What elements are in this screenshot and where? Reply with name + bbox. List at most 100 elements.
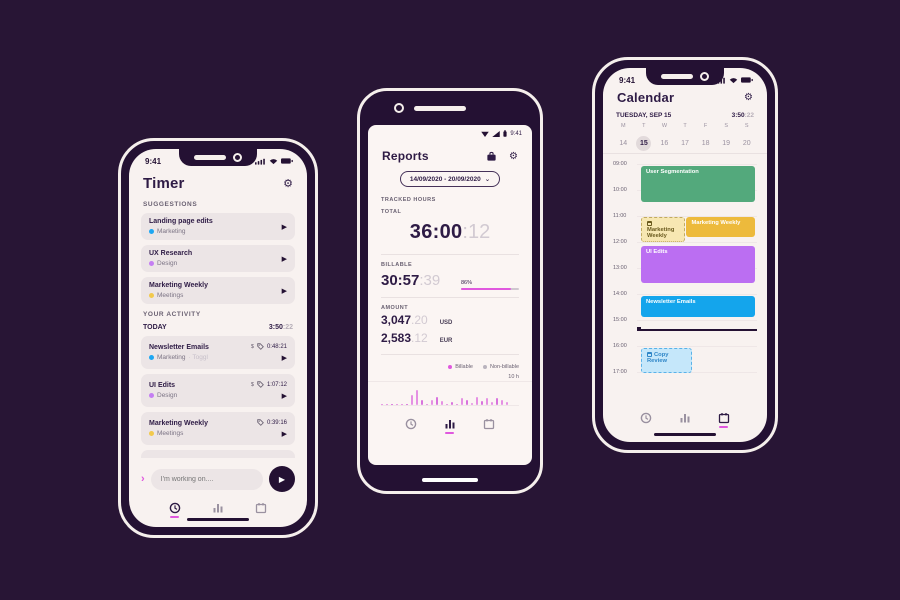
project-dot bbox=[149, 293, 154, 298]
weekday-cell[interactable]: S 20 bbox=[742, 123, 751, 147]
event-marketing-weekly[interactable]: Marketing Weekly bbox=[686, 217, 755, 237]
suggestions-label: SUGGESTIONS bbox=[143, 201, 198, 208]
nav-calendar-tab[interactable] bbox=[255, 502, 267, 518]
wifi-icon bbox=[269, 158, 278, 165]
billable-percent: 86% bbox=[461, 280, 473, 286]
hour-label: 16:00 bbox=[613, 343, 627, 349]
play-icon[interactable]: ▶ bbox=[281, 287, 287, 295]
working-on-input[interactable] bbox=[150, 468, 263, 490]
gear-icon[interactable]: ⚙ bbox=[283, 178, 293, 190]
billable-progress-bar bbox=[461, 288, 519, 290]
project-dot bbox=[149, 229, 154, 234]
project-name: Design bbox=[157, 260, 178, 267]
bottom-nav bbox=[603, 406, 767, 430]
billable-icon: $ bbox=[250, 343, 254, 350]
clock-icon bbox=[169, 502, 181, 514]
calendar-screen: 9:41 Calendar ⚙ TUESDAY, SEP 15 3:50:22 … bbox=[603, 68, 767, 442]
weekday-cell-selected[interactable]: T 15 bbox=[634, 123, 655, 151]
event-copy-review-tentative[interactable]: Copy Review bbox=[641, 348, 693, 373]
billable-time: 30:57 bbox=[381, 272, 420, 289]
bar-chart-icon bbox=[679, 412, 691, 424]
gear-icon[interactable]: ⚙ bbox=[509, 150, 518, 162]
amount-value: 3,047 bbox=[381, 313, 412, 327]
clock-icon bbox=[640, 412, 652, 424]
event-marketing-weekly-tentative[interactable]: Marketing Weekly bbox=[641, 217, 685, 242]
billable-legend-dot bbox=[448, 365, 453, 369]
day-total: 3:50 bbox=[731, 112, 745, 119]
workspace-bag-icon[interactable] bbox=[486, 151, 497, 162]
suggestion-card[interactable]: Landing page edits Marketing ▶ bbox=[141, 213, 295, 240]
weekday-cell[interactable]: T 17 bbox=[681, 123, 689, 147]
nav-reports-tab[interactable] bbox=[679, 412, 691, 428]
nav-calendar-tab[interactable] bbox=[718, 412, 730, 428]
battery-icon bbox=[281, 158, 293, 164]
suggestion-title: UX Research bbox=[149, 250, 193, 257]
nonbillable-legend-label: Non-billable bbox=[489, 364, 519, 370]
total-time: 36:00 bbox=[409, 221, 463, 243]
play-icon[interactable]: ▶ bbox=[281, 223, 287, 231]
tracked-hours-label: TRACKED HOURS bbox=[381, 197, 436, 203]
front-camera bbox=[700, 72, 709, 81]
play-icon[interactable]: ▶ bbox=[281, 355, 287, 362]
partial-entry-card[interactable] bbox=[141, 450, 295, 458]
y-axis-label: 10 h bbox=[368, 372, 532, 382]
hour-label: 12:00 bbox=[613, 239, 627, 245]
event-user-segmentation[interactable]: User Segmentation bbox=[641, 166, 755, 202]
nav-timer-tab[interactable] bbox=[169, 502, 181, 518]
suggestion-title: Marketing Weekly bbox=[149, 282, 209, 289]
calendar-icon bbox=[718, 412, 730, 424]
event-newsletter-emails[interactable]: Newsletter Emails bbox=[641, 296, 755, 317]
start-timer-button[interactable]: ▶ bbox=[269, 466, 295, 492]
project-name: Meetings bbox=[157, 292, 184, 299]
hour-label: 17:00 bbox=[613, 369, 627, 375]
play-icon[interactable]: ▶ bbox=[281, 393, 287, 400]
hour-label: 10:00 bbox=[613, 187, 627, 193]
amount-label: AMOUNT bbox=[381, 305, 409, 311]
bar-chart-icon bbox=[444, 418, 456, 430]
gear-icon[interactable]: ⚙ bbox=[744, 92, 753, 103]
wifi-icon bbox=[729, 77, 738, 84]
battery-icon bbox=[741, 77, 753, 83]
amount-decimals: .20 bbox=[411, 313, 428, 327]
nav-reports-tab[interactable] bbox=[444, 418, 456, 434]
day-total-seconds: :22 bbox=[744, 112, 754, 119]
activity-entry[interactable]: Newsletter Emails Marketing · Toggl $0:48… bbox=[141, 336, 295, 369]
nav-calendar-tab[interactable] bbox=[483, 418, 495, 434]
weekday-cell[interactable]: S 19 bbox=[722, 123, 731, 147]
entry-duration: 0:48:21 bbox=[266, 343, 287, 350]
activity-entry[interactable]: Marketing Weekly Meetings 0:39:16 ▶ bbox=[141, 412, 295, 445]
project-name: Design bbox=[157, 392, 178, 399]
hour-label: 09:00 bbox=[613, 161, 627, 167]
play-icon[interactable]: ▶ bbox=[281, 431, 287, 438]
status-time: 9:41 bbox=[145, 156, 162, 166]
weekday-cell[interactable]: F 18 bbox=[701, 123, 710, 147]
home-indicator[interactable] bbox=[654, 432, 716, 436]
notch bbox=[646, 68, 724, 85]
entry-title: Newsletter Emails bbox=[149, 344, 209, 351]
suggestion-card[interactable]: Marketing Weekly Meetings ▶ bbox=[141, 277, 295, 304]
current-time-indicator bbox=[637, 327, 757, 331]
home-indicator[interactable] bbox=[187, 517, 249, 521]
nav-timer-tab[interactable] bbox=[640, 412, 652, 428]
calendar-phone: 9:41 Calendar ⚙ TUESDAY, SEP 15 3:50:22 … bbox=[592, 57, 778, 453]
project-name: Marketing bbox=[157, 228, 186, 235]
calendar-icon bbox=[255, 502, 267, 514]
nav-timer-tab[interactable] bbox=[405, 418, 417, 434]
nav-reports-tab[interactable] bbox=[212, 502, 224, 518]
notch bbox=[179, 149, 257, 166]
date-range-value: 14/09/2020 - 20/09/2020 bbox=[409, 175, 481, 183]
page-title: Calendar bbox=[617, 90, 675, 105]
reports-mini-bar-chart[interactable] bbox=[381, 382, 519, 406]
play-icon[interactable]: ▶ bbox=[281, 255, 287, 263]
event-ui-edits[interactable]: UI Edits bbox=[641, 246, 755, 283]
amount-value: 2,583 bbox=[381, 331, 412, 345]
weekday-cell[interactable]: M 14 bbox=[619, 123, 628, 147]
hour-label: 11:00 bbox=[613, 213, 627, 219]
weekday-cell[interactable]: W 16 bbox=[660, 123, 669, 147]
tag-icon bbox=[257, 419, 264, 426]
home-indicator[interactable] bbox=[422, 478, 478, 482]
date-range-selector[interactable]: 14/09/2020 - 20/09/2020 ⌄ bbox=[399, 171, 501, 187]
activity-entry[interactable]: UI Edits Design $1:07:12 ▶ bbox=[141, 374, 295, 407]
bottom-nav bbox=[368, 412, 532, 436]
suggestion-card[interactable]: UX Research Design ▶ bbox=[141, 245, 295, 272]
